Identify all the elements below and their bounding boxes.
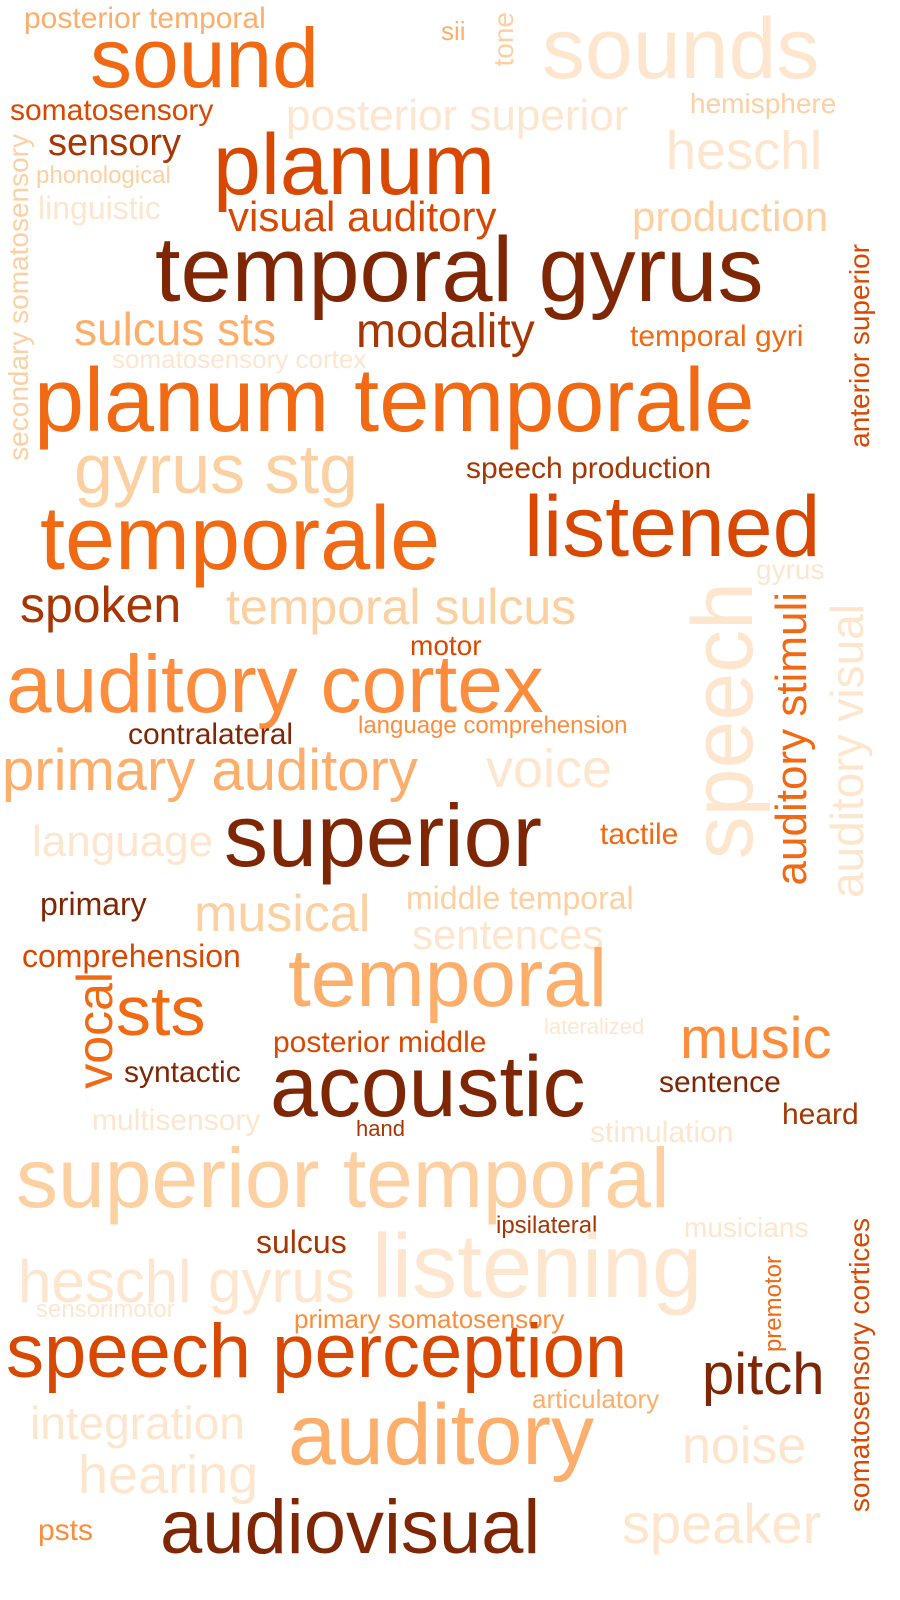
word-spoken: spoken	[20, 577, 182, 633]
word-sentence: sentence	[659, 1066, 781, 1099]
word-hand: hand	[356, 1116, 405, 1141]
word-secondary-somatosensory: secondary somatosensory	[3, 134, 34, 461]
word-lateralized: lateralized	[544, 1014, 645, 1039]
word-anterior-superior: anterior superior	[844, 244, 875, 448]
word-sound: sound	[90, 11, 319, 105]
word-sentences: sentences	[412, 911, 604, 958]
word-sounds: sounds	[542, 1, 820, 97]
word-sulcus: sulcus	[256, 1224, 347, 1260]
word-hemisphere: hemisphere	[690, 88, 837, 119]
word-auditory-stimuli: auditory stimuli	[767, 592, 816, 886]
word-articulatory: articulatory	[532, 1384, 660, 1414]
word-acoustic: acoustic	[270, 1039, 586, 1135]
word-temporal-gyrus: temporal gyrus	[155, 219, 764, 321]
word-linguistic: linguistic	[38, 190, 161, 226]
word-multisensory: multisensory	[92, 1104, 261, 1137]
word-planum-temporale: planum temporale	[34, 351, 755, 451]
word-pitch: pitch	[702, 1342, 825, 1407]
word-speech: speech	[675, 582, 771, 860]
word-voice: voice	[486, 739, 613, 799]
word-somatosensory-cortex: somatosensory cortex	[112, 344, 367, 374]
word-integration: integration	[30, 1397, 245, 1449]
word-primary: primary	[40, 886, 147, 922]
word-sts: sts	[116, 972, 206, 1050]
word-language-comprehension: language comprehension	[358, 712, 628, 739]
word-sensorimotor: sensorimotor	[36, 1296, 175, 1323]
word-somatosensory: somatosensory	[10, 94, 214, 127]
word-planum: planum	[213, 117, 496, 213]
word-temporal-sulcus: temporal sulcus	[226, 579, 577, 635]
word-comprehension: comprehension	[22, 938, 241, 974]
word-audiovisual: audiovisual	[160, 1485, 541, 1570]
word-tactile: tactile	[600, 818, 679, 851]
word-premotor: premotor	[760, 1256, 787, 1353]
word-posterior-superior: posterior superior	[286, 91, 629, 140]
word-musicians: musicians	[684, 1212, 809, 1243]
word-somatosensory-cortices: somatosensory cortices	[844, 1218, 875, 1513]
word-speech-perception: speech perception	[6, 1309, 628, 1394]
word-superior: superior	[224, 786, 542, 885]
word-speaker: speaker	[622, 1492, 822, 1555]
word-gyrus-stg: gyrus stg	[74, 430, 358, 508]
word-stimulation: stimulation	[590, 1116, 734, 1149]
word-hearing: hearing	[78, 1445, 259, 1505]
word-listening: listening	[372, 1217, 703, 1317]
word-language: language	[32, 817, 214, 866]
word-sensory: sensory	[48, 122, 182, 164]
word-vocal: vocal	[67, 972, 123, 1089]
word-sii: sii	[441, 16, 466, 46]
word-gyrus: gyrus	[756, 554, 825, 585]
word-ipsilateral: ipsilateral	[496, 1212, 598, 1239]
word-temporal-gyri: temporal gyri	[630, 320, 804, 353]
word-temporal: temporal	[288, 933, 608, 1024]
word-noise: noise	[682, 1417, 807, 1475]
word-auditory: auditory	[288, 1387, 594, 1483]
word-production: production	[632, 193, 829, 240]
word-superior-temporal: superior temporal	[16, 1131, 670, 1225]
word-primary-auditory: primary auditory	[2, 738, 418, 803]
word-listened: listened	[524, 479, 821, 575]
word-auditory-cortex: auditory cortex	[6, 639, 544, 730]
word-music: music	[680, 1006, 832, 1071]
word-heschl-gyrus: heschl gyrus	[18, 1248, 355, 1315]
word-tone: tone	[488, 12, 519, 67]
word-phonological: phonological	[36, 162, 171, 189]
word-auditory-visual: auditory visual	[821, 604, 873, 899]
word-motor: motor	[410, 630, 482, 661]
word-primary-somatosensory: primary somatosensory	[294, 1304, 565, 1334]
word-modality: modality	[356, 305, 535, 358]
word-musical: musical	[194, 885, 371, 943]
word-speech-production: speech production	[466, 452, 712, 485]
word-syntactic: syntactic	[124, 1056, 241, 1089]
word-contralateral: contralateral	[128, 718, 294, 751]
word-posterior-temporal: posterior temporal	[24, 2, 266, 35]
word-psts: psts	[38, 1514, 94, 1547]
word-sulcus-sts: sulcus sts	[74, 303, 276, 355]
word-temporale: temporale	[40, 489, 441, 589]
word-posterior-middle: posterior middle	[273, 1026, 487, 1059]
word-heard: heard	[782, 1098, 859, 1131]
word-heschl: heschl	[666, 121, 823, 181]
word-middle-temporal: middle temporal	[406, 880, 634, 916]
word-visual-auditory: visual auditory	[228, 193, 497, 240]
